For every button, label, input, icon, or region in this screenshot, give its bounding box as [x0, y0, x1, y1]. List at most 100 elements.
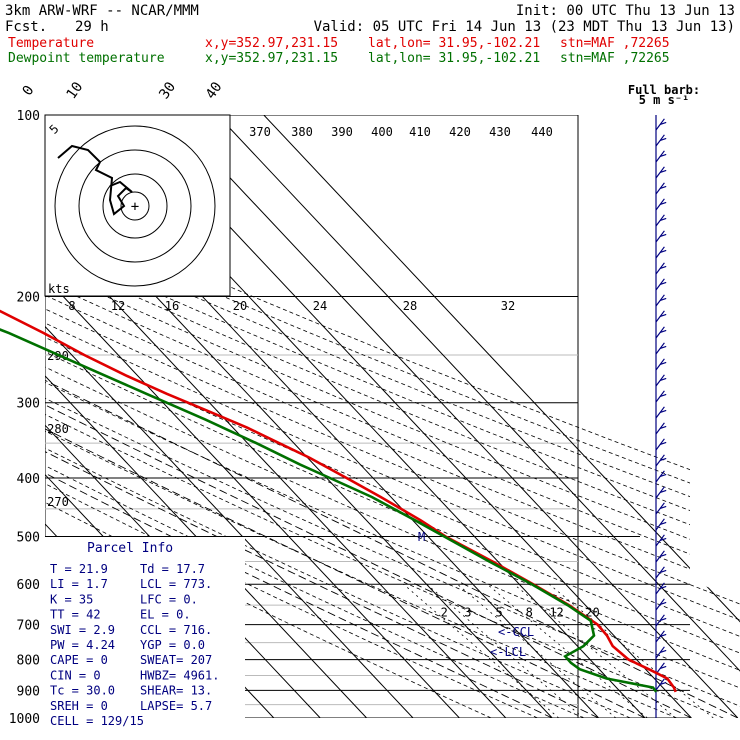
parcel-info-right-9: LAPSE= 5.7: [140, 699, 212, 713]
parcel-info-left-7: CIN = 0: [50, 668, 101, 682]
mixing-ratio-label-20: 20: [585, 606, 599, 620]
wind-barb: [655, 262, 667, 275]
temperature-trace: [0, 309, 677, 693]
dry-adiabat-370: [45, 115, 740, 718]
wind-barb: [655, 118, 667, 131]
parcel-info-right-5: YGP = 0.0: [140, 638, 205, 652]
parcel-info-left-10: CELL = 129/15: [50, 714, 144, 728]
hodograph-ring: [78, 149, 192, 263]
dewpoint-latlon: lat,lon= 31.95,-102.21: [368, 51, 540, 66]
mixing-ratio-label-2: 2: [441, 606, 448, 620]
pressure-label-900: 900: [17, 684, 40, 699]
hodograph-speed-20: 20: [233, 299, 247, 313]
wind-barb: [655, 470, 667, 483]
hodograph-kts-label: kts: [48, 282, 70, 296]
hodograph-speed-8: 8: [68, 299, 75, 313]
forecast-hour: 29 h: [75, 19, 109, 35]
dry-adiabat-440: [45, 115, 740, 718]
wind-barb: [655, 502, 667, 515]
wind-barb: [655, 598, 667, 611]
isotherm-label-30: 30: [156, 79, 179, 102]
dewpoint-xy: x,y=352.97,231.15: [205, 51, 338, 66]
wind-barb: [655, 166, 667, 179]
moist-adiabat-30: [45, 296, 738, 718]
mixing-ratio-2: [403, 583, 560, 718]
isotherm-label-40: 40: [203, 79, 226, 102]
mixing-ratio-3: [426, 583, 584, 718]
wind-barb: [655, 646, 667, 659]
wind-barb: [655, 134, 667, 147]
forecast-label: Fcst.: [5, 19, 47, 35]
hodograph-frame: [44, 114, 231, 297]
hodograph-speed-12: 12: [111, 299, 125, 313]
temperature-latlon: lat,lon= 31.95,-102.21: [368, 36, 540, 51]
isotherm-label-0: 0: [20, 83, 38, 99]
isotherm-40: [217, 115, 740, 718]
full-barb-label: Full barb:: [628, 83, 700, 97]
wind-barb: [655, 550, 667, 563]
parcel-info-panel: Parcel Info T = 21.9 Td = 17.7 LI = 1.7 LCL …: [45, 537, 245, 728]
wind-barb: [655, 582, 667, 595]
wind-barb: [655, 342, 667, 355]
pressure-label-800: 800: [17, 654, 40, 669]
wind-barb: [655, 230, 667, 243]
moist-adiabat-0: [45, 296, 599, 718]
parcel-info-title: Parcel Info: [87, 541, 173, 556]
parcel-info-left-1: LI = 1.7: [50, 577, 108, 591]
wind-barbs: [655, 115, 667, 718]
hodograph-center: +: [131, 199, 139, 215]
dry-adiabat-360: [45, 115, 740, 718]
theta-label-430: 430: [489, 125, 511, 139]
moist-adiabat-10: [45, 296, 646, 718]
parcel-info-right-6: SWEAT= 207: [140, 653, 212, 667]
wind-barb: [655, 534, 667, 547]
parcel-info-right-4: CCL = 716.: [140, 623, 212, 637]
dry-adiabat-420: [45, 115, 740, 718]
wind-barb: [655, 422, 667, 435]
hodograph-speed-24: 24: [313, 299, 327, 313]
diagram-labels: 100200300400500600700800900100023581220-…: [9, 79, 600, 727]
mixing-ratio-20: [548, 583, 714, 718]
parcel-info-left-9: SREH = 0: [50, 699, 108, 713]
parcel-info-right-0: Td = 17.7: [140, 562, 205, 576]
isotherm--30: [45, 115, 460, 718]
parcel-info-background: [45, 537, 245, 718]
wind-barb: [655, 454, 667, 467]
theta-label-370: 370: [249, 125, 271, 139]
sounding-traces: [0, 309, 677, 693]
parcel-info-right-1: LCL = 773.: [140, 577, 212, 591]
theta-label-380: 380: [291, 125, 313, 139]
wind-barb: [655, 246, 667, 259]
parcel-info-right-3: EL = 0.: [140, 608, 191, 622]
m-marker: M: [418, 530, 425, 544]
pressure-label-500: 500: [17, 530, 40, 545]
hodograph-trace: [57, 144, 133, 216]
dry-adiabat-320: [45, 115, 740, 718]
valid-time: Valid: 05 UTC Fri 14 Jun 13 (23 MDT Thu …: [314, 19, 735, 35]
wind-barb: [655, 518, 667, 531]
pressure-label-200: 200: [17, 291, 40, 306]
wind-barb: [655, 614, 667, 627]
dry-adiabat-340: [45, 115, 740, 718]
wind-barb: [655, 214, 667, 227]
theta-label-390: 390: [331, 125, 353, 139]
wind-barb: [655, 678, 667, 691]
wind-barb: [655, 294, 667, 307]
temperature-station: stn=MAF ,72265: [560, 36, 670, 51]
hodograph-speed-32: 32: [501, 299, 515, 313]
parcel-info-right-8: SHEAR= 13.: [140, 684, 212, 698]
dry-adiabat-450: [45, 115, 740, 718]
wind-barb: [655, 198, 667, 211]
dry-adiabat-380: [45, 115, 740, 718]
mixing-ratio-5: [457, 583, 617, 718]
temperature-xy: x,y=352.97,231.15: [205, 36, 338, 51]
mixing-ratio-label-3: 3: [464, 606, 471, 620]
moist-adiabat--10: [45, 296, 553, 718]
wind-barb: [655, 358, 667, 371]
wind-barb: [655, 310, 667, 323]
theta-label-410: 410: [409, 125, 431, 139]
pressure-label-600: 600: [17, 578, 40, 593]
dry-adiabat-280: [45, 115, 631, 718]
dry-adiabat-270: [45, 115, 585, 718]
